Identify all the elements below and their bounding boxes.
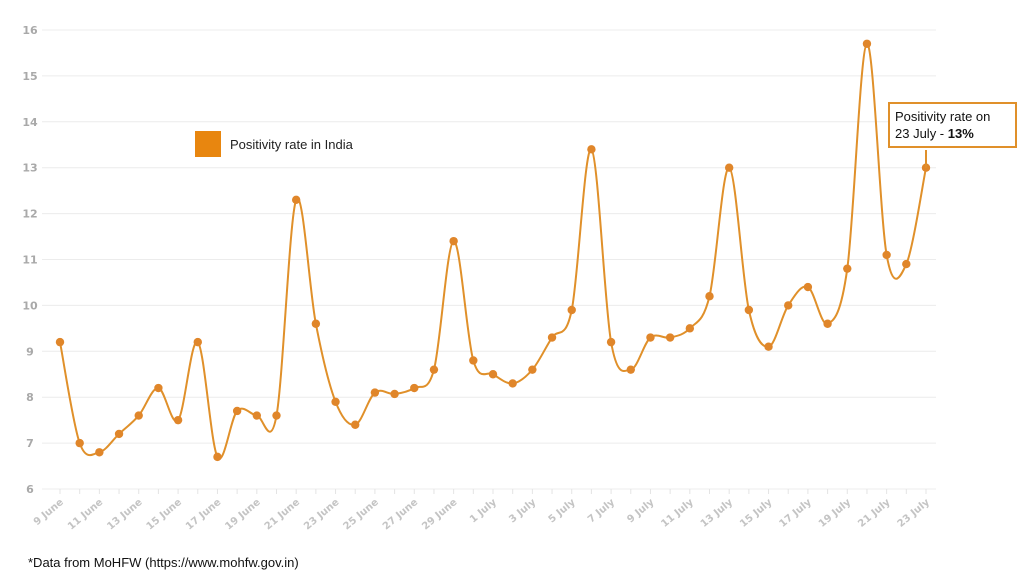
x-tick-label: 17 June bbox=[184, 497, 224, 533]
data-point bbox=[547, 333, 557, 342]
data-point bbox=[311, 319, 321, 328]
legend: Positivity rate in India bbox=[195, 131, 353, 157]
data-point bbox=[665, 333, 675, 342]
data-point bbox=[508, 379, 517, 388]
data-point bbox=[154, 383, 163, 393]
data-point bbox=[843, 264, 852, 273]
x-tick-label: 13 June bbox=[105, 497, 145, 533]
data-point bbox=[626, 365, 635, 374]
data-point bbox=[291, 195, 301, 205]
data-point bbox=[390, 389, 399, 399]
data-point bbox=[606, 337, 616, 347]
data-point bbox=[488, 370, 498, 379]
x-tick-label: 23 July bbox=[896, 497, 933, 530]
annotation-value: 13% bbox=[947, 126, 974, 141]
x-tick-label: 23 June bbox=[302, 497, 342, 533]
data-point bbox=[95, 448, 104, 457]
y-tick-label: 14 bbox=[22, 116, 38, 129]
y-tick-label: 12 bbox=[22, 208, 37, 221]
y-tick-label: 15 bbox=[22, 70, 37, 83]
data-point bbox=[55, 337, 65, 347]
x-tick-label: 17 July bbox=[778, 497, 815, 530]
data-point bbox=[744, 305, 754, 315]
x-tick-label: 15 June bbox=[145, 497, 185, 533]
data-point bbox=[272, 411, 281, 420]
x-tick-label: 21 June bbox=[263, 497, 303, 533]
x-tick-label: 9 July bbox=[625, 497, 656, 526]
data-point bbox=[75, 438, 84, 448]
y-tick-label: 13 bbox=[22, 162, 37, 175]
y-tick-label: 6 bbox=[26, 483, 34, 496]
data-point bbox=[862, 39, 872, 48]
data-point bbox=[567, 305, 576, 315]
x-tick-label: 29 June bbox=[420, 497, 460, 533]
x-tick-label: 19 June bbox=[223, 497, 263, 533]
legend-label: Positivity rate in India bbox=[230, 136, 353, 152]
data-point bbox=[469, 356, 478, 365]
data-point bbox=[232, 406, 242, 416]
annotation-date: 23 July - bbox=[895, 126, 948, 141]
data-point bbox=[134, 411, 143, 420]
y-tick-label: 16 bbox=[22, 24, 38, 37]
x-tick-label: 11 June bbox=[66, 497, 106, 533]
legend-swatch bbox=[195, 131, 221, 157]
data-point bbox=[351, 420, 360, 429]
x-tick-label: 1 July bbox=[468, 497, 499, 526]
series-line bbox=[59, 42, 927, 460]
y-tick-label: 10 bbox=[22, 299, 38, 312]
data-point bbox=[449, 236, 458, 246]
data-point bbox=[823, 319, 832, 328]
data-point bbox=[193, 337, 202, 347]
x-tick-label: 9 June bbox=[32, 497, 66, 528]
annotation-box: Positivity rate on 23 July - 13% bbox=[888, 102, 1017, 148]
data-point bbox=[114, 429, 124, 439]
data-point bbox=[724, 163, 734, 172]
x-tick-label: 7 July bbox=[586, 497, 617, 526]
data-point bbox=[646, 333, 655, 342]
data-point bbox=[784, 301, 793, 310]
x-tick-label: 21 July bbox=[856, 497, 893, 530]
x-tick-label: 19 July bbox=[817, 497, 854, 530]
data-point bbox=[410, 383, 419, 393]
data-point bbox=[587, 145, 596, 154]
y-tick-label: 11 bbox=[22, 254, 37, 267]
data-point bbox=[213, 452, 222, 462]
data-point bbox=[685, 324, 695, 333]
data-point bbox=[902, 259, 911, 269]
x-tick-label: 5 July bbox=[547, 497, 578, 526]
source-note: *Data from MoHFW (https://www.mohfw.gov.… bbox=[28, 555, 299, 570]
y-tick-label: 7 bbox=[26, 437, 34, 450]
data-point bbox=[252, 411, 262, 420]
annotation-line1: Positivity rate on bbox=[895, 109, 991, 124]
x-tick-label: 3 July bbox=[507, 497, 538, 526]
x-tick-label: 25 June bbox=[341, 497, 381, 533]
x-tick-label: 15 July bbox=[738, 497, 775, 530]
data-point bbox=[528, 365, 537, 374]
data-point bbox=[429, 365, 439, 374]
data-point bbox=[331, 397, 340, 406]
data-point bbox=[764, 342, 773, 351]
x-tick-label: 13 July bbox=[699, 497, 736, 530]
data-point bbox=[705, 292, 714, 301]
x-tick-label: 11 July bbox=[659, 497, 696, 530]
y-tick-label: 8 bbox=[26, 391, 34, 404]
y-tick-label: 9 bbox=[26, 345, 34, 358]
x-tick-label: 27 June bbox=[381, 497, 421, 533]
data-point bbox=[882, 250, 891, 260]
data-point bbox=[370, 388, 380, 397]
data-point bbox=[173, 415, 183, 425]
data-point bbox=[803, 282, 813, 292]
